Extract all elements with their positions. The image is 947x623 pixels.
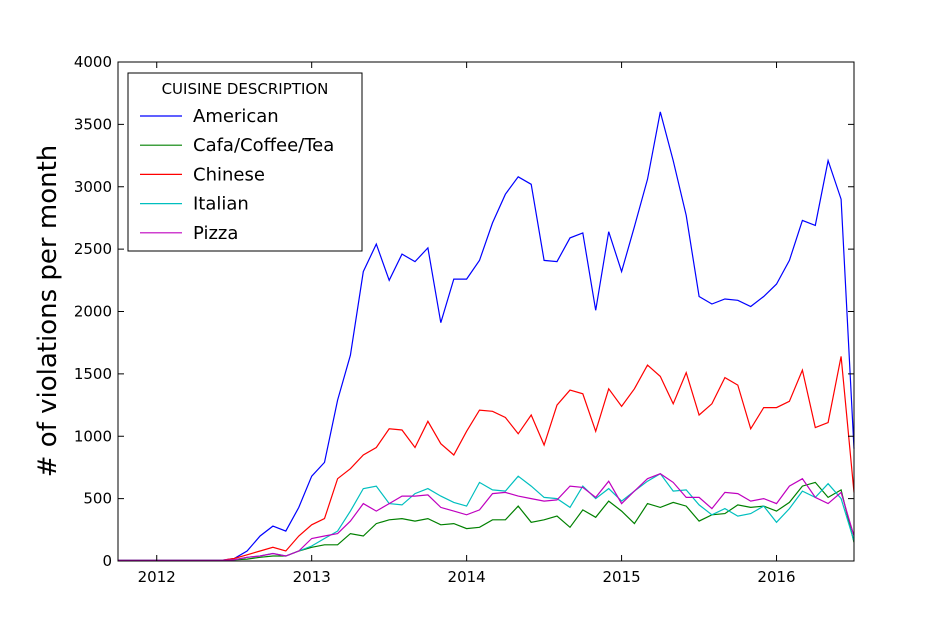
legend: CUISINE DESCRIPTION American Cafa/Coffee/… <box>127 72 363 252</box>
legend-label-american: American <box>193 106 279 127</box>
ticks-layer: 2012 2013 2014 2015 2016 0 500 1000 1500 2000 2500… <box>74 53 854 586</box>
series-line-chinese <box>118 356 855 562</box>
x-tick-label: 2016 <box>757 568 795 586</box>
y-tick-label: 0 <box>102 552 112 570</box>
y-tick-label: 1500 <box>74 365 112 383</box>
y-tick-label: 2500 <box>74 240 112 258</box>
legend-title: CUISINE DESCRIPTION <box>162 80 329 98</box>
legend-label-chinese: Chinese <box>193 164 265 185</box>
y-tick-label: 2000 <box>74 303 112 321</box>
y-tick-label: 3000 <box>74 178 112 196</box>
y-tick-label: 4000 <box>74 53 112 71</box>
legend-label-italian: Italian <box>193 194 249 215</box>
y-axis-title: # of violations per month <box>33 145 63 478</box>
series-line-american <box>118 111 855 562</box>
y-tick-label: 3500 <box>74 115 112 133</box>
series-line-pizza <box>118 473 855 562</box>
series-line-cafa-coffee-tea <box>118 481 855 562</box>
legend-label-pizza: Pizza <box>193 223 238 244</box>
legend-label-cafa-coffee-tea: Cafa/Coffee/Tea <box>193 135 334 156</box>
x-tick-label: 2014 <box>448 568 486 586</box>
x-tick-label: 2012 <box>138 568 176 586</box>
x-tick-label: 2013 <box>293 568 331 586</box>
y-tick-label: 500 <box>83 490 112 508</box>
series-layer <box>118 111 855 562</box>
legend-box <box>127 72 363 252</box>
legend-entries: American Cafa/Coffee/Tea Chinese Italian Piz… <box>140 106 334 244</box>
y-tick-label: 1000 <box>74 427 112 445</box>
x-tick-label: 2015 <box>602 568 640 586</box>
